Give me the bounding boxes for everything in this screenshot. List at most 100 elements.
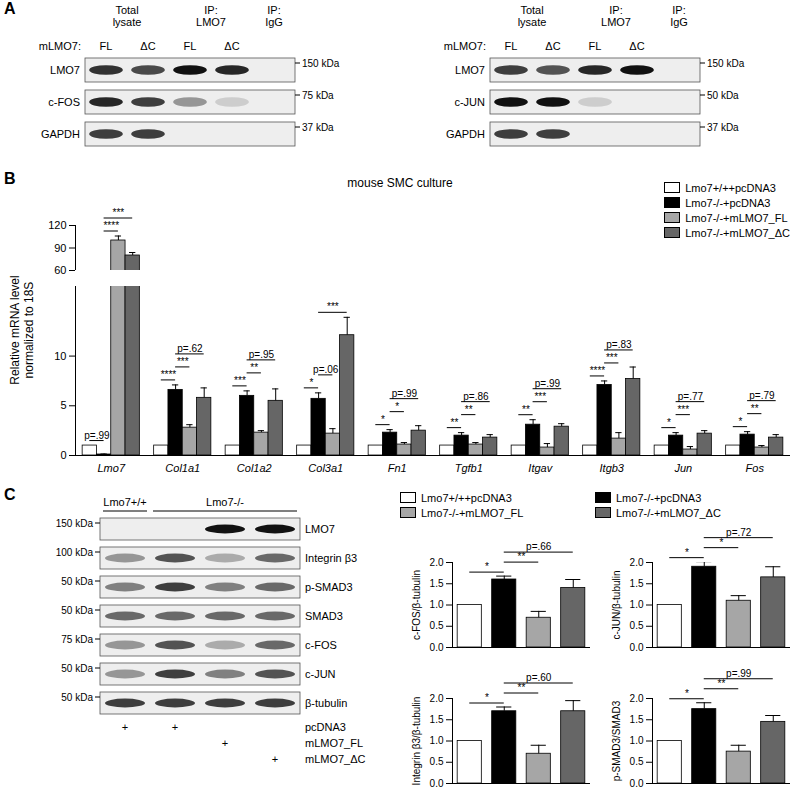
svg-text:0.0: 0.0 xyxy=(430,642,444,653)
svg-text:+: + xyxy=(272,753,278,765)
svg-text:*: * xyxy=(485,561,489,572)
svg-text:0.5: 0.5 xyxy=(430,756,444,767)
svg-text:****: **** xyxy=(590,365,606,376)
svg-text:****: **** xyxy=(161,369,177,380)
svg-text:FL: FL xyxy=(589,40,602,52)
svg-text:***: *** xyxy=(327,301,339,312)
svg-text:lysate: lysate xyxy=(113,16,142,28)
svg-text:2.0: 2.0 xyxy=(630,557,644,568)
svg-text:IP:: IP: xyxy=(267,4,280,16)
svg-text:0.5: 0.5 xyxy=(630,756,644,767)
svg-text:***: *** xyxy=(177,356,189,367)
svg-text:1.5: 1.5 xyxy=(430,578,444,589)
svg-text:SMAD3: SMAD3 xyxy=(305,610,343,622)
svg-text:ΔC: ΔC xyxy=(545,40,560,52)
svg-text:60: 60 xyxy=(54,264,66,276)
svg-text:Lmo7-/-: Lmo7-/- xyxy=(206,496,244,508)
svg-text:c-FOS: c-FOS xyxy=(305,639,337,651)
svg-text:p=.86: p=.86 xyxy=(463,391,489,402)
svg-text:Fos: Fos xyxy=(746,462,765,474)
svg-text:150 kDa: 150 kDa xyxy=(56,518,94,529)
svg-text:37 kDa: 37 kDa xyxy=(707,122,739,133)
svg-text:p=.66: p=.66 xyxy=(526,541,552,552)
svg-text:120: 120 xyxy=(48,219,66,231)
svg-text:LMO7: LMO7 xyxy=(50,64,80,76)
svg-text:p=.79: p=.79 xyxy=(749,390,775,401)
svg-text:**: ** xyxy=(518,551,526,562)
svg-text:FL: FL xyxy=(100,40,113,52)
svg-text:*: * xyxy=(395,401,399,412)
svg-text:Lmo7: Lmo7 xyxy=(97,462,125,474)
svg-text:***: *** xyxy=(234,375,246,386)
svg-text:**: ** xyxy=(518,682,526,693)
svg-text:c-JUN/β-tubulin: c-JUN/β-tubulin xyxy=(611,570,622,639)
svg-text:1.0: 1.0 xyxy=(630,599,644,610)
svg-text:+: + xyxy=(172,721,178,733)
svg-text:50 kDa: 50 kDa xyxy=(61,692,93,703)
svg-text:lysate: lysate xyxy=(518,16,547,28)
svg-text:Col1a1: Col1a1 xyxy=(165,462,200,474)
svg-text:***: *** xyxy=(606,352,618,363)
svg-text:0.0: 0.0 xyxy=(630,778,644,789)
svg-text:0.5: 0.5 xyxy=(430,620,444,631)
svg-text:FL: FL xyxy=(505,40,518,52)
svg-text:*: * xyxy=(309,377,313,388)
svg-text:LMO7: LMO7 xyxy=(601,16,631,28)
svg-text:FL: FL xyxy=(184,40,197,52)
svg-text:Integrin β3/β-tubulin: Integrin β3/β-tubulin xyxy=(411,697,422,786)
svg-text:Tgfb1: Tgfb1 xyxy=(455,462,483,474)
svg-text:p=.62: p=.62 xyxy=(177,343,203,354)
svg-text:β-tubulin: β-tubulin xyxy=(305,697,347,709)
svg-text:*: * xyxy=(381,414,385,425)
svg-text:Integrin β3: Integrin β3 xyxy=(305,552,357,564)
svg-text:*: * xyxy=(738,416,742,427)
svg-text:**: ** xyxy=(451,417,459,428)
svg-text:p=.99: p=.99 xyxy=(535,378,561,389)
svg-text:Jun: Jun xyxy=(673,462,692,474)
svg-text:**: ** xyxy=(751,403,759,414)
svg-text:75 kDa: 75 kDa xyxy=(61,634,93,645)
svg-text:1.5: 1.5 xyxy=(630,578,644,589)
svg-text:p=.60: p=.60 xyxy=(526,672,552,683)
svg-text:p=.06: p=.06 xyxy=(313,364,339,375)
svg-text:50 kDa: 50 kDa xyxy=(61,605,93,616)
svg-text:**: ** xyxy=(465,404,473,415)
svg-text:p=.83: p=.83 xyxy=(606,339,632,350)
svg-text:***: *** xyxy=(113,207,125,218)
svg-text:Total: Total xyxy=(520,4,543,16)
svg-text:Total: Total xyxy=(115,4,138,16)
svg-text:pcDNA3: pcDNA3 xyxy=(305,721,346,733)
svg-text:0: 0 xyxy=(60,449,66,461)
svg-text:GAPDH: GAPDH xyxy=(41,128,80,140)
svg-text:*: * xyxy=(720,537,724,548)
svg-text:1.0: 1.0 xyxy=(430,735,444,746)
svg-text:+: + xyxy=(122,721,128,733)
svg-text:50 kDa: 50 kDa xyxy=(61,663,93,674)
svg-text:Col3a1: Col3a1 xyxy=(308,462,343,474)
svg-text:*: * xyxy=(667,417,671,428)
svg-text:c-JUN: c-JUN xyxy=(305,668,336,680)
svg-text:10: 10 xyxy=(54,350,66,362)
svg-text:*: * xyxy=(685,688,689,699)
svg-text:LMO7: LMO7 xyxy=(455,64,485,76)
svg-text:Col1a2: Col1a2 xyxy=(237,462,272,474)
svg-text:1.5: 1.5 xyxy=(430,714,444,725)
svg-text:IP:: IP: xyxy=(204,4,217,16)
svg-text:p-SMAD3: p-SMAD3 xyxy=(305,581,353,593)
svg-text:50 kDa: 50 kDa xyxy=(61,576,93,587)
svg-text:90: 90 xyxy=(54,242,66,254)
svg-text:***: *** xyxy=(534,391,546,402)
svg-text:1.0: 1.0 xyxy=(630,735,644,746)
svg-text:c-FOS/β-tubulin: c-FOS/β-tubulin xyxy=(411,570,422,640)
svg-text:**: ** xyxy=(250,362,258,373)
svg-text:Lmo7+/+: Lmo7+/+ xyxy=(103,496,146,508)
svg-text:p=.99: p=.99 xyxy=(726,668,752,679)
svg-text:****: **** xyxy=(103,220,119,231)
svg-text:mLMO7_ΔC: mLMO7_ΔC xyxy=(305,753,366,765)
svg-text:ΔC: ΔC xyxy=(224,40,239,52)
svg-text:Itgb3: Itgb3 xyxy=(600,462,625,474)
svg-text:150 kDa: 150 kDa xyxy=(302,58,340,69)
svg-text:Itgav: Itgav xyxy=(528,462,553,474)
svg-text:75 kDa: 75 kDa xyxy=(302,90,334,101)
svg-text:0.0: 0.0 xyxy=(430,778,444,789)
